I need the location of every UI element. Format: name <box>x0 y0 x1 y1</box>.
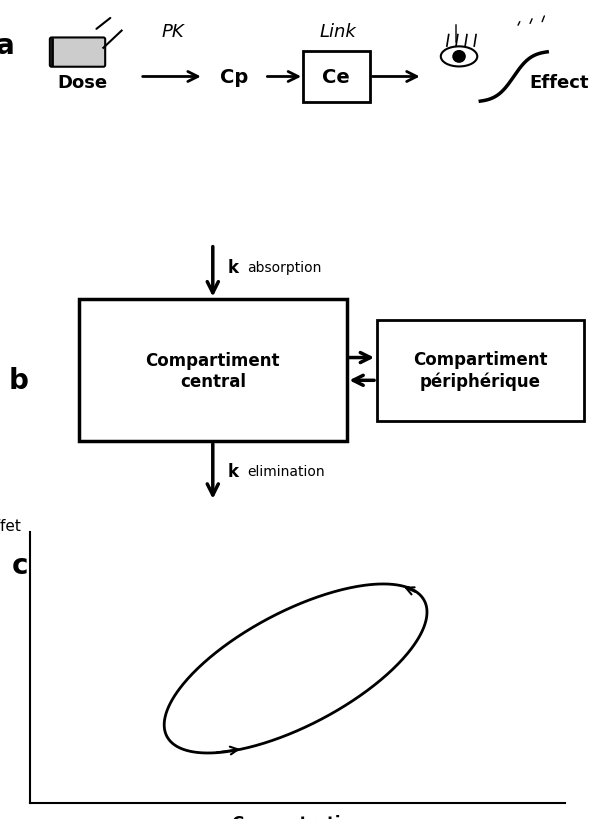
Text: Compartiment
périphérique: Compartiment périphérique <box>413 351 548 391</box>
FancyBboxPatch shape <box>79 300 347 441</box>
Text: Cp: Cp <box>220 68 248 87</box>
Text: Dose: Dose <box>57 75 107 92</box>
Y-axis label: Effet: Effet <box>0 519 22 534</box>
FancyBboxPatch shape <box>377 320 584 421</box>
Text: Ce: Ce <box>322 68 350 87</box>
Text: b: b <box>9 367 28 395</box>
Text: a: a <box>0 32 14 60</box>
Text: Compartiment
central: Compartiment central <box>145 351 280 390</box>
Ellipse shape <box>441 48 477 67</box>
FancyBboxPatch shape <box>50 38 105 68</box>
FancyBboxPatch shape <box>303 52 370 103</box>
Text: c: c <box>12 551 29 579</box>
Text: Link: Link <box>319 23 356 40</box>
Text: PK: PK <box>162 23 185 40</box>
Circle shape <box>453 52 465 63</box>
X-axis label: Concentration: Concentration <box>232 814 364 819</box>
Text: absorption: absorption <box>247 260 322 274</box>
Text: Effect: Effect <box>530 75 589 92</box>
Text: k: k <box>228 258 239 276</box>
Text: k: k <box>228 463 239 481</box>
Text: elimination: elimination <box>247 464 325 479</box>
